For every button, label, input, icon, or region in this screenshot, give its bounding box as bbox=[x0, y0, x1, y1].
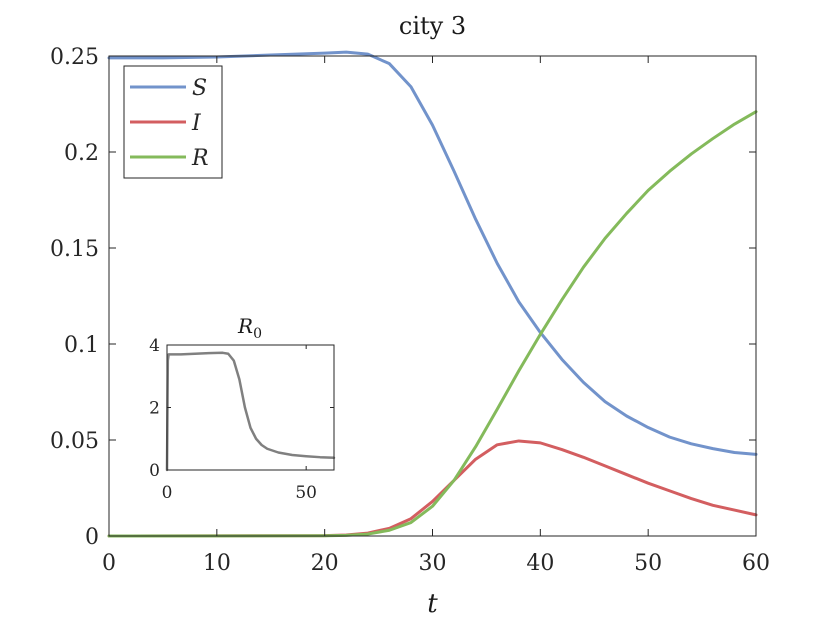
inset-title: R0 bbox=[237, 314, 262, 342]
inset-title-subscript: 0 bbox=[253, 326, 262, 342]
main-y-tick-label: 0.1 bbox=[64, 333, 99, 358]
inset-x-tick-label: 0 bbox=[162, 483, 173, 503]
x-axis-label: t bbox=[427, 589, 438, 619]
main-y-tick-label: 0.05 bbox=[50, 429, 99, 454]
inset-plot-frame bbox=[166, 344, 335, 471]
main-x-tick-label: 30 bbox=[419, 551, 447, 576]
inset-title-main: R bbox=[237, 314, 253, 338]
main-y-tick-label: 0 bbox=[85, 525, 99, 550]
inset-y-tick-label: 4 bbox=[149, 336, 160, 356]
legend-label-i: I bbox=[191, 111, 202, 136]
main-x-tick-label: 40 bbox=[526, 551, 554, 576]
legend: S I R bbox=[123, 65, 223, 179]
inset-series-line-0 bbox=[165, 351, 336, 472]
main-x-tick-label: 0 bbox=[102, 551, 116, 576]
main-x-tick-label: 50 bbox=[634, 551, 662, 576]
legend-label-r: R bbox=[191, 146, 209, 171]
inset-plot-area bbox=[167, 345, 334, 470]
inset-y-tick-label: 0 bbox=[149, 461, 160, 481]
inset-y-tick-label: 2 bbox=[149, 399, 160, 419]
main-series-line-s bbox=[107, 50, 758, 456]
inset-ticks: 0 50 0 2 4 bbox=[149, 336, 334, 503]
chart-title: city 3 bbox=[399, 12, 466, 40]
main-x-tick-label: 60 bbox=[742, 551, 770, 576]
legend-label-s: S bbox=[192, 76, 207, 101]
main-plot-frame bbox=[108, 55, 757, 537]
main-y-tick-label: 0.2 bbox=[64, 141, 99, 166]
main-x-tick-label: 10 bbox=[203, 551, 231, 576]
main-series-line-r bbox=[107, 110, 758, 538]
inset-curves bbox=[165, 351, 336, 472]
main-y-tick-label: 0.25 bbox=[50, 45, 99, 70]
main-y-tick-label: 0.15 bbox=[50, 237, 99, 262]
inset-x-tick-label: 50 bbox=[295, 483, 317, 503]
main-x-tick-label: 20 bbox=[311, 551, 339, 576]
main-curves bbox=[107, 50, 758, 538]
